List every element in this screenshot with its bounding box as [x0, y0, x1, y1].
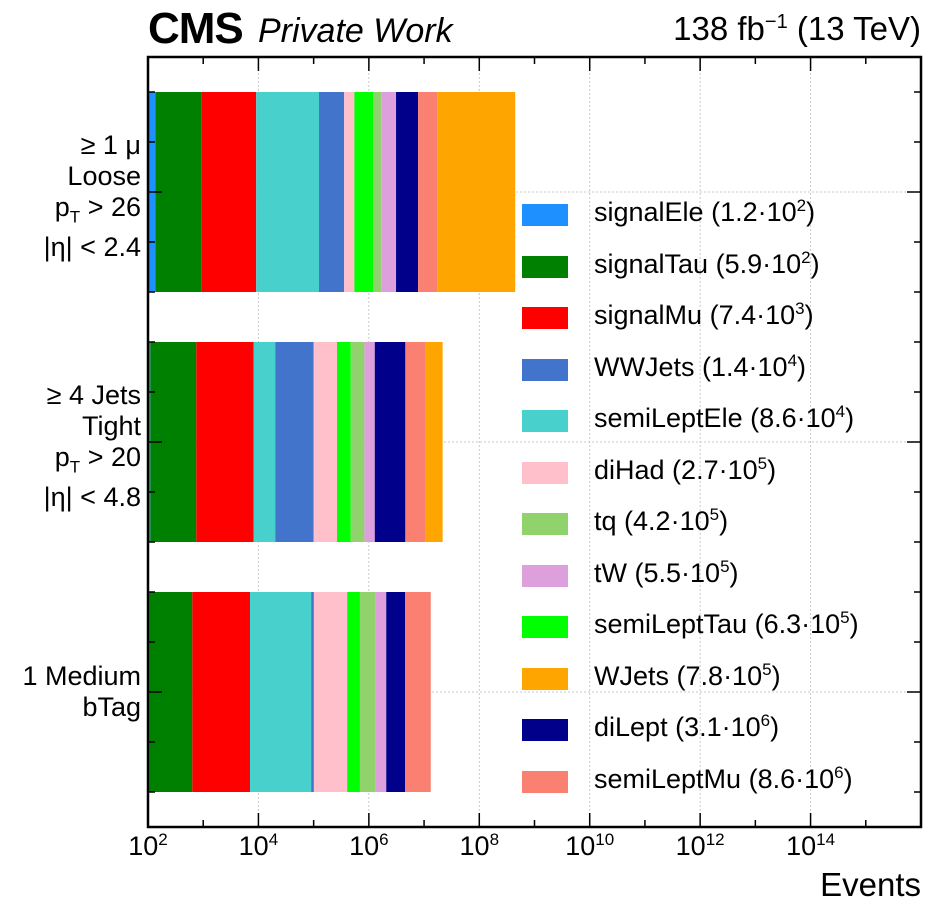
legend-label: semiLeptEle (8.6·104)	[594, 402, 855, 433]
bar-segment-semiLeptTau	[347, 592, 360, 792]
bar-segment-semiLeptEle	[253, 342, 276, 542]
legend-swatch	[522, 307, 568, 329]
bar-segment-tq	[350, 342, 365, 542]
bar-segment-signalMu	[201, 92, 257, 292]
bar-segment-diLept	[396, 92, 419, 292]
category-label-line: ≥ 1 μ	[80, 130, 141, 160]
bar-segment-diHad	[313, 592, 348, 792]
bar-segment-WJets	[425, 342, 443, 542]
bar-segment-tq	[359, 592, 376, 792]
bar-segment-semiLeptMu	[418, 92, 438, 292]
category-label-line: Loose	[67, 161, 141, 191]
bar-segment-tW	[375, 592, 387, 792]
legend-label: signalTau (5.9·102)	[594, 247, 820, 279]
legend-label: signalEle (1.2·102)	[594, 196, 816, 227]
legend-label: diHad (2.7·105)	[594, 453, 777, 485]
legend-label: WJets (7.8·105)	[594, 659, 781, 691]
legend-swatch	[522, 204, 568, 226]
luminosity-label: 138 fb−1 (13 TeV)	[673, 10, 921, 47]
legend-swatch	[522, 358, 568, 381]
category-label-line: Tight	[81, 411, 141, 441]
bar-segment-WWJets	[311, 592, 314, 792]
legend-swatch	[522, 461, 568, 484]
bar-segment-tq	[373, 92, 382, 292]
category-label: ≥ 1 μ Loose pT > 26 |η| < 2.4	[44, 130, 141, 263]
legend-swatch	[522, 513, 568, 535]
x-tick-label: 106	[349, 830, 389, 861]
x-axis-label: Events	[820, 866, 921, 903]
cms-label: CMS	[148, 4, 244, 53]
plot-frame	[146, 55, 923, 829]
bar-segment-signalTau	[155, 92, 202, 292]
legend-swatch	[522, 719, 568, 741]
legend-swatch	[522, 410, 568, 432]
bar-segment-WWJets	[319, 92, 345, 292]
legend-swatch	[522, 616, 568, 638]
bar-segment-tW	[364, 342, 375, 542]
legend-label: tq (4.2·105)	[594, 505, 729, 536]
legend-label: signalMu (7.4·103)	[594, 299, 814, 330]
category-label-line: pT > 20	[54, 442, 141, 477]
category-label: 1 Medium bTag	[22, 661, 141, 723]
category-label-line: |η| < 2.4	[43, 232, 141, 263]
category-label-line: pT > 26	[54, 192, 141, 227]
x-tick-label: 104	[238, 830, 279, 861]
category-label-line: 1 Medium	[22, 661, 141, 691]
legend-swatch	[522, 255, 568, 278]
category-label: ≥ 4 Jets Tight pT > 20 |η| < 4.8	[44, 380, 141, 513]
x-tick-label: 1014	[786, 830, 836, 861]
x-tick-label: 108	[459, 830, 500, 861]
legend-swatch	[522, 667, 568, 690]
x-tick-label: 1010	[565, 830, 615, 861]
legend-label: tW (5.5·105)	[594, 556, 739, 588]
legend-label: diLept (3.1·106)	[594, 711, 780, 742]
bar-segment-semiLeptEle	[249, 592, 312, 792]
bar-segment-WWJets	[275, 342, 314, 542]
bar-segment-semiLeptTau	[337, 342, 351, 542]
x-tick-label: 102	[128, 830, 168, 861]
bar-segment-tW	[381, 92, 397, 292]
legend-label: WWJets (1.4·104)	[594, 350, 807, 382]
category-label-line: bTag	[82, 692, 141, 722]
bar-segment-semiLeptMu	[405, 592, 431, 792]
cms-extra-label: Private Work	[258, 12, 453, 50]
bar-segment-semiLeptTau	[354, 92, 374, 292]
bar-segment-signalMu	[196, 342, 254, 542]
category-label-line: |η| < 4.8	[43, 482, 141, 513]
bar-segment-diHad	[344, 92, 355, 292]
bar-segment-diHad	[313, 342, 338, 542]
bar-segment-semiLeptMu	[405, 342, 426, 542]
legend-swatch	[522, 564, 568, 587]
category-label-line: ≥ 4 Jets	[46, 380, 141, 410]
legend-label: semiLeptMu (8.6·106)	[594, 762, 853, 794]
legend-swatch	[522, 770, 568, 793]
bar-segment-semiLeptEle	[256, 92, 320, 292]
legend-label: semiLeptTau (6.3·105)	[594, 608, 859, 639]
stacked-bars	[148, 92, 516, 792]
bar-segment-signalMu	[192, 592, 250, 792]
x-tick-label: 1012	[675, 830, 725, 861]
bar-segment-WJets	[437, 92, 516, 292]
bar-segment-diLept	[386, 592, 406, 792]
bar-segment-diLept	[374, 342, 406, 542]
